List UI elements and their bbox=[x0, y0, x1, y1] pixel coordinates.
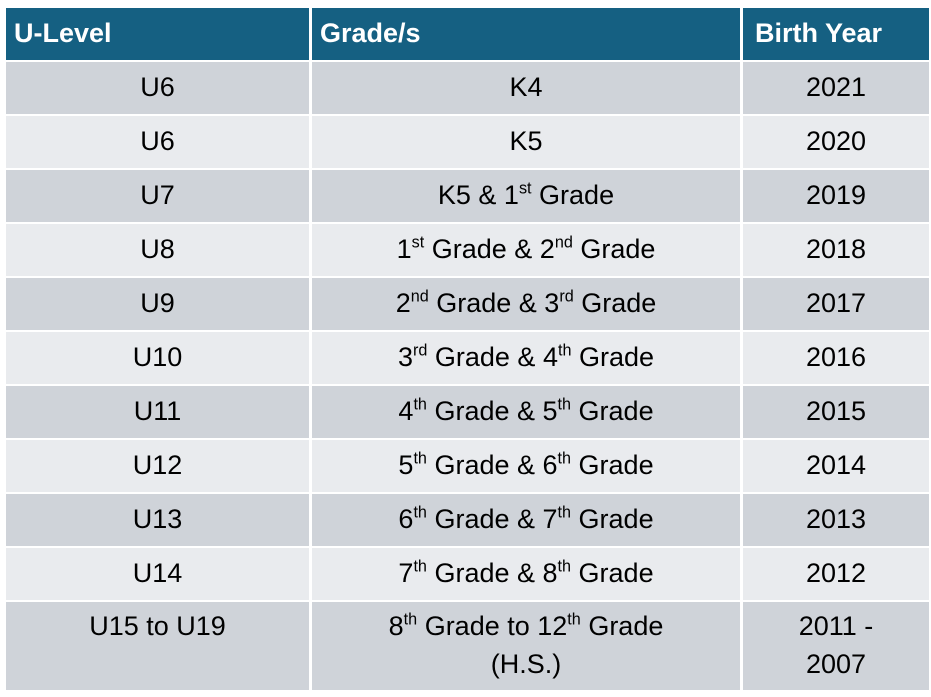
grade-text: Grade & 7 bbox=[426, 504, 558, 535]
cell-grades: 7th Grade & 8th Grade bbox=[312, 548, 740, 600]
cell-u-level: U8 bbox=[6, 224, 309, 276]
cell-u-level: U7 bbox=[6, 170, 309, 222]
cell-u-level: U11 bbox=[6, 386, 309, 438]
grades-text: 1st Grade & 2nd Grade bbox=[397, 231, 656, 269]
cell-birth-year: 2018 bbox=[743, 224, 929, 276]
cell-u-level: U15 to U19 bbox=[6, 602, 309, 690]
ordinal-suffix: th bbox=[557, 449, 572, 468]
grades-text: K4 bbox=[509, 69, 542, 107]
ordinal-suffix: th bbox=[413, 449, 427, 468]
ordinal-suffix: rd bbox=[559, 287, 574, 306]
cell-birth-year: 2016 bbox=[743, 332, 929, 384]
ordinal-suffix: rd bbox=[412, 341, 428, 360]
ordinal-suffix: st bbox=[411, 233, 425, 252]
cell-grades: K5 & 1st Grade bbox=[312, 170, 740, 222]
ordinal-suffix: th bbox=[413, 503, 427, 522]
grade-text: Grade & 6 bbox=[426, 450, 558, 481]
cell-grades: K4 bbox=[312, 62, 740, 114]
cell-birth-year: 2011 - 2007 bbox=[743, 602, 929, 690]
cell-u-level: U12 bbox=[6, 440, 309, 492]
header-birth-year: Birth Year bbox=[743, 8, 929, 60]
ordinal-suffix: th bbox=[557, 395, 572, 414]
cell-u-level: U14 bbox=[6, 548, 309, 600]
grades-text: 8th Grade to 12th Grade (H.S.) bbox=[361, 608, 691, 684]
ordinal-suffix: th bbox=[557, 503, 572, 522]
cell-u-level: U9 bbox=[6, 278, 309, 330]
header-u-level: U-Level bbox=[6, 8, 309, 60]
grade-text: Grade & 5 bbox=[426, 396, 558, 427]
grade-text: 6 bbox=[398, 504, 414, 535]
grade-text: Grade & 2 bbox=[424, 234, 555, 265]
cell-birth-year: 2021 bbox=[743, 62, 929, 114]
grade-text: 8 bbox=[388, 611, 404, 641]
grade-text: 3 bbox=[397, 342, 413, 373]
cell-grades: 6th Grade & 7th Grade bbox=[312, 494, 740, 546]
grades-text: K5 & 1st Grade bbox=[438, 177, 614, 215]
header-grades: Grade/s bbox=[312, 8, 740, 60]
cell-u-level: U13 bbox=[6, 494, 309, 546]
ordinal-suffix: th bbox=[413, 557, 427, 576]
grades-text: 4th Grade & 5th Grade bbox=[398, 393, 653, 431]
cell-birth-year: 2015 bbox=[743, 386, 929, 438]
cell-birth-year: 2013 bbox=[743, 494, 929, 546]
grade-text: 1 bbox=[396, 234, 412, 265]
cell-grades: 5th Grade & 6th Grade bbox=[312, 440, 740, 492]
grade-text: Grade & 4 bbox=[427, 342, 558, 373]
grade-text: K4 bbox=[509, 72, 543, 103]
cell-grades: K5 bbox=[312, 116, 740, 168]
grade-text: 4 bbox=[398, 396, 414, 427]
grade-text: Grade & 3 bbox=[428, 288, 560, 319]
grade-text: K5 & 1 bbox=[437, 180, 519, 211]
cell-u-level: U10 bbox=[6, 332, 309, 384]
cell-grades: 3rd Grade & 4th Grade bbox=[312, 332, 740, 384]
ordinal-suffix: th bbox=[567, 610, 581, 629]
grades-text: K5 bbox=[509, 123, 542, 161]
cell-birth-year: 2019 bbox=[743, 170, 929, 222]
grade-text: Grade bbox=[571, 396, 654, 427]
ordinal-suffix: th bbox=[557, 557, 572, 576]
ordinal-suffix: th bbox=[403, 610, 418, 629]
cell-birth-year: 2014 bbox=[743, 440, 929, 492]
grades-text: 5th Grade & 6th Grade bbox=[398, 447, 653, 485]
grades-text: 3rd Grade & 4th Grade bbox=[398, 339, 654, 377]
grade-text: Grade (H.S.) bbox=[490, 611, 664, 679]
grade-text: Grade bbox=[571, 342, 655, 373]
cell-grades: 8th Grade to 12th Grade (H.S.) bbox=[312, 602, 740, 690]
grade-text: Grade & 8 bbox=[426, 558, 558, 589]
grade-text: Grade to 12 bbox=[417, 611, 568, 641]
cell-birth-year: 2020 bbox=[743, 116, 929, 168]
grade-text: Grade bbox=[571, 450, 654, 481]
ordinal-suffix: st bbox=[518, 179, 532, 198]
ordinal-suffix: th bbox=[413, 395, 427, 414]
grade-text: Grade bbox=[572, 234, 656, 265]
cell-grades: 4th Grade & 5th Grade bbox=[312, 386, 740, 438]
cell-birth-year: 2012 bbox=[743, 548, 929, 600]
ordinal-suffix: th bbox=[557, 341, 572, 360]
cell-grades: 2nd Grade & 3rd Grade bbox=[312, 278, 740, 330]
grades-text: 7th Grade & 8th Grade bbox=[398, 555, 653, 593]
grade-text: Grade bbox=[573, 288, 657, 319]
cell-u-level: U6 bbox=[6, 62, 309, 114]
grade-text: Grade bbox=[571, 504, 654, 535]
grade-text: K5 bbox=[509, 126, 543, 157]
grade-text: Grade bbox=[571, 558, 654, 589]
grades-text: 6th Grade & 7th Grade bbox=[398, 501, 653, 539]
grade-text: 5 bbox=[398, 450, 414, 481]
cell-grades: 1st Grade & 2nd Grade bbox=[312, 224, 740, 276]
ordinal-suffix: nd bbox=[410, 287, 429, 306]
cell-birth-year: 2017 bbox=[743, 278, 929, 330]
grade-text: 2 bbox=[395, 288, 411, 319]
grade-text: Grade bbox=[531, 180, 615, 211]
grades-text: 2nd Grade & 3rd Grade bbox=[396, 285, 657, 323]
u-level-table: U-Level Grade/s Birth Year U6 K4 2021 U6 K5 2… bbox=[6, 8, 929, 690]
ordinal-suffix: nd bbox=[554, 233, 573, 252]
grade-text: 7 bbox=[398, 558, 414, 589]
cell-u-level: U6 bbox=[6, 116, 309, 168]
